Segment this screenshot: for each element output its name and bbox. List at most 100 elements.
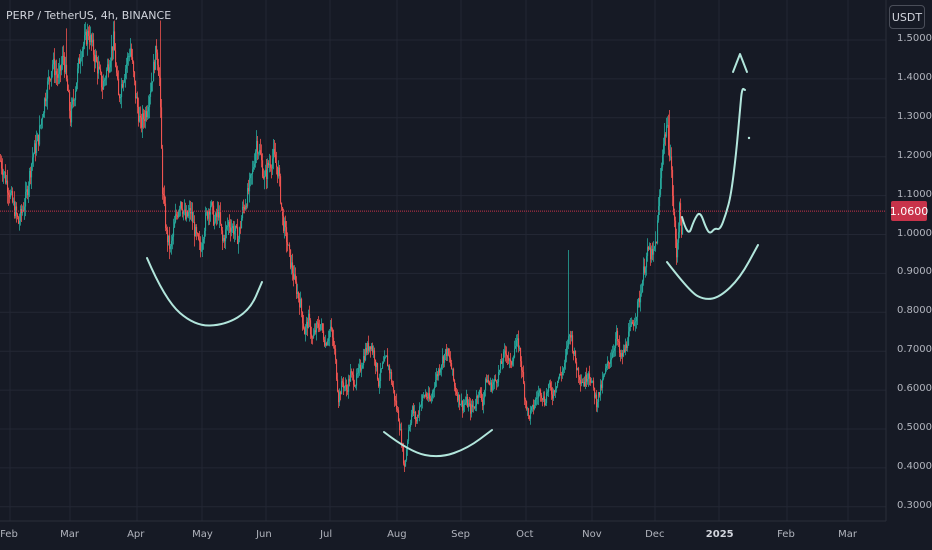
candle-body: [432, 391, 434, 398]
candle-body: [214, 221, 216, 225]
candle-body: [562, 370, 564, 376]
candle-body: [266, 169, 268, 180]
candle-body: [72, 99, 74, 105]
candle-body: [588, 373, 590, 379]
candle-body: [439, 369, 441, 373]
candle-body: [48, 77, 50, 82]
candle-body: [426, 393, 428, 397]
candle-body: [336, 359, 338, 380]
currency-button[interactable]: USDT: [889, 5, 925, 29]
candle-body: [417, 415, 419, 422]
candle-body: [280, 176, 282, 203]
candle-body: [138, 106, 140, 122]
candle-body: [111, 46, 113, 62]
candle-body: [89, 36, 91, 43]
candle-body: [292, 262, 294, 274]
candle-body: [25, 191, 27, 207]
time-tick-label: May: [192, 529, 213, 540]
candle-body: [630, 325, 632, 327]
candle-body: [159, 75, 161, 78]
drawing-curve-august[interactable]: [383, 429, 493, 458]
drawing-projection-arrow[interactable]: [681, 87, 746, 234]
candle-body: [114, 31, 116, 51]
candle-body: [576, 362, 578, 371]
candle-body: [516, 340, 518, 346]
candle-body: [405, 459, 407, 467]
candle-body: [241, 218, 243, 229]
candle-body: [46, 98, 48, 102]
candle-body: [254, 163, 256, 168]
candle-body: [668, 125, 670, 150]
candle-body: [566, 347, 568, 356]
drawing-curve-december[interactable]: [666, 244, 759, 300]
candle-body: [50, 79, 52, 80]
candle-body: [81, 57, 83, 59]
candle-body: [581, 381, 583, 384]
candle-body: [474, 406, 476, 409]
candle-body: [185, 209, 187, 219]
candle-body: [270, 164, 272, 168]
candle-body: [534, 404, 536, 409]
drawing-curve-april[interactable]: [146, 257, 263, 327]
candle-body: [648, 247, 650, 250]
candle-body: [69, 91, 71, 111]
candle-body: [475, 405, 477, 409]
candle-body: [221, 223, 223, 231]
candle-body: [209, 211, 211, 215]
candle-body: [445, 349, 447, 355]
candle-body: [493, 382, 495, 385]
candle-body: [27, 189, 29, 196]
candle-body: [570, 335, 572, 338]
candle-body: [174, 222, 176, 228]
candle-body: [244, 207, 246, 210]
candle-body: [358, 367, 360, 374]
candle-body: [436, 374, 438, 380]
candle-body: [117, 72, 119, 79]
candle-body: [363, 356, 365, 366]
candle-body: [533, 404, 535, 409]
candle-body: [35, 143, 37, 154]
candle-body: [532, 404, 534, 408]
candle-body: [178, 211, 180, 217]
candle-body: [627, 345, 629, 348]
candle-body: [397, 409, 399, 411]
candle-body: [638, 298, 640, 302]
candle-body: [355, 385, 357, 387]
candle-body: [43, 113, 45, 118]
candle-body: [195, 227, 197, 237]
candle-body: [509, 359, 511, 361]
candle-body: [578, 368, 580, 377]
candle-body: [418, 415, 420, 416]
candle-body: [148, 107, 150, 112]
candle-body: [633, 323, 635, 326]
candle-body: [448, 348, 450, 356]
candle-body: [255, 151, 257, 164]
candle-body: [203, 239, 205, 244]
candle-body: [369, 346, 371, 351]
candle-body: [366, 347, 368, 353]
drawing-arrow-head[interactable]: [732, 53, 748, 73]
candle-body: [605, 368, 607, 374]
candle-body: [520, 347, 522, 362]
candle-body: [612, 352, 614, 358]
candle-body: [586, 374, 588, 382]
candle-body: [14, 201, 16, 216]
candle-body: [226, 226, 228, 230]
candle-body: [538, 392, 540, 398]
candle-body: [410, 423, 412, 427]
candle-body: [147, 111, 149, 118]
candle-body: [243, 206, 245, 208]
candle-body: [1, 160, 3, 169]
candle-body: [199, 239, 201, 242]
last-price-label: 1.0600: [890, 201, 928, 222]
candle-body: [283, 215, 285, 231]
candle-body: [373, 350, 375, 353]
candle-body: [180, 202, 182, 209]
candle-body: [256, 140, 258, 152]
candle-body: [249, 178, 251, 192]
candle-body: [457, 394, 459, 401]
candle-body: [352, 372, 354, 375]
candle-body: [555, 388, 557, 393]
